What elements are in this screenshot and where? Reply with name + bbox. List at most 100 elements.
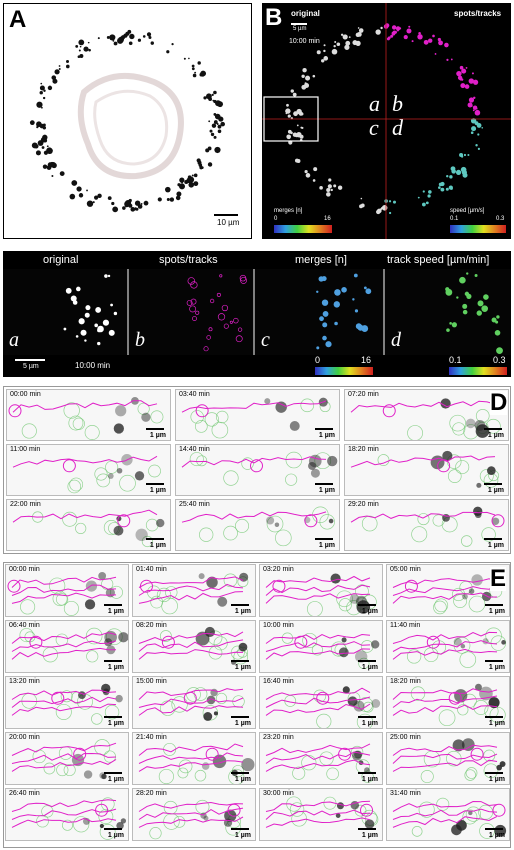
panel-e-frame-time: 10:00 min: [263, 622, 294, 629]
panel-e-frame-scalebar: [104, 772, 122, 774]
panel-e-frame-image: [11, 739, 117, 780]
panel-d-frame-image: [12, 509, 165, 548]
panel-e-frame-scalebar-label: 1 µm: [361, 664, 378, 671]
panel-d-frame: 18:20 min 1 µm: [344, 444, 509, 496]
panel-a-label: A: [9, 6, 27, 33]
panel-e-frame-scalebar: [104, 660, 122, 662]
panel-d-frame-image: [181, 451, 338, 486]
panel-e-frame-scalebar-label: 1 µm: [107, 832, 124, 839]
panel-e-frame: 13:20 min 1 µm: [5, 676, 129, 729]
panel-d-frame: 03:40 min 1 µm: [175, 389, 340, 441]
panel-e-frame-image: [265, 573, 377, 616]
panel-e-frame-image: [265, 743, 374, 783]
panel-c-speed-colorbar: [449, 367, 507, 375]
panel-e-frame-time: 20:00 min: [9, 734, 40, 741]
panel-e-frame-image: [265, 796, 379, 829]
panel-d-frame: 07:20 min 1 µm: [344, 389, 509, 441]
panel-c-letter-c: c: [261, 329, 270, 351]
panel-e-frame-image: [138, 742, 255, 784]
panel-d-frame-scalebar-label: 1 µm: [487, 487, 504, 494]
panel-e-frame-scalebar-label: 1 µm: [488, 608, 505, 615]
panel-e-frame-time: 18:20 min: [390, 678, 421, 685]
panel-d-frame: 00:00 min 1 µm: [6, 389, 171, 441]
panel-d-frame: 22:00 min 1 µm: [6, 499, 171, 551]
panel-e-frame-image: [138, 572, 249, 615]
panel-e-frame-image: [7, 571, 123, 616]
panel-d: 00:00 min 1 µm 03:40 min 1 µm 07:20 min 1 µm 1…: [3, 386, 511, 554]
panel-e-frame: 21:40 min 1 µm: [132, 732, 256, 785]
panel-e-frame-image: [392, 738, 506, 784]
panel-c-letter-a: a: [9, 329, 19, 351]
panel-b-original-title: original: [291, 9, 320, 18]
panel-e: 00:00 min 1 µm 01:40 min 1 µm 03:20 min 1 µm 0…: [3, 562, 511, 848]
panel-b-scalebar-label: 5 µm: [293, 26, 307, 32]
panel-e-frame-image: [392, 574, 503, 615]
panel-e-frame-scalebar-label: 1 µm: [488, 720, 505, 727]
panel-e-frame-time: 03:20 min: [263, 566, 294, 573]
panel-b-time: 10:00 min: [289, 38, 320, 45]
panel-b-merges-min: 0: [274, 216, 278, 222]
panel-c-scalebar-label: 5 µm: [23, 363, 39, 370]
panel-e-frame-scalebar-label: 1 µm: [234, 720, 251, 727]
panel-d-frame-time: 11:00 min: [10, 446, 41, 453]
panel-e-frame-scalebar-label: 1 µm: [361, 720, 378, 727]
panel-c-merges-min: 0: [315, 355, 321, 365]
panel-d-frame-time: 18:20 min: [348, 446, 379, 453]
panel-e-frame: 05:00 min 1 µm: [386, 564, 510, 617]
panel-c-letter-b: b: [135, 329, 145, 351]
panel-d-frame-scalebar: [484, 428, 502, 430]
panel-d-frame-scalebar-label: 1 µm: [149, 542, 166, 549]
panel-e-frame-scalebar: [485, 772, 503, 774]
panel-e-frame-scalebar-label: 1 µm: [234, 608, 251, 615]
panel-e-frame-time: 31:40 min: [390, 790, 421, 797]
panel-c-merges-colorbar: [315, 367, 373, 375]
panel-e-frame: 28:20 min 1 µm: [132, 788, 256, 841]
panel-e-frame: 00:00 min 1 µm: [5, 564, 129, 617]
panel-e-frame-scalebar: [104, 828, 122, 830]
panel-d-frame-time: 22:00 min: [10, 501, 41, 508]
panel-d-frame: 11:00 min 1 µm: [6, 444, 171, 496]
panel-d-frame-scalebar: [315, 428, 333, 430]
panel-e-frame-scalebar-label: 1 µm: [107, 664, 124, 671]
panel-e-frame-time: 13:20 min: [9, 678, 40, 685]
panel-e-frame-time: 15:00 min: [136, 678, 167, 685]
panel-e-frame: 10:00 min 1 µm: [259, 620, 383, 673]
panel-e-frame: 08:20 min 1 µm: [132, 620, 256, 673]
panel-b-spots-title: spots/tracks: [454, 9, 502, 18]
panel-c-letter-d: d: [391, 329, 401, 351]
panel-e-frame-scalebar-label: 1 µm: [107, 720, 124, 727]
panel-d-frame-scalebar: [484, 538, 502, 540]
panel-d-frame-scalebar-label: 1 µm: [149, 487, 166, 494]
panel-d-frame-time: 07:20 min: [348, 391, 379, 398]
panel-d-frame-scalebar-label: 1 µm: [318, 487, 335, 494]
panel-d-frame-scalebar: [146, 538, 164, 540]
panel-c-merges-max: 16: [361, 355, 372, 365]
panel-d-frame-scalebar-label: 1 µm: [487, 542, 504, 549]
panel-c-scalebar: [15, 359, 45, 361]
panel-d-frame-scalebar-label: 1 µm: [318, 432, 335, 439]
panel-e-frame-time: 26:40 min: [9, 790, 40, 797]
panel-c-header-speed: track speed [µm/min]: [387, 254, 490, 266]
panel-d-grid: 00:00 min 1 µm 03:40 min 1 µm 07:20 min 1 µm 1…: [4, 387, 510, 553]
panel-e-frame: 11:40 min 1 µm: [386, 620, 510, 673]
panel-e-frame-scalebar: [358, 660, 376, 662]
panel-d-label: D: [490, 389, 508, 416]
panel-e-frame-time: 06:40 min: [9, 622, 40, 629]
panel-e-frame-scalebar: [104, 604, 122, 606]
panel-d-frame-image: [12, 454, 161, 494]
panel-e-frame: 26:40 min 1 µm: [5, 788, 129, 841]
panel-d-frame-image: [181, 506, 335, 547]
panel-e-frame-time: 00:00 min: [9, 566, 40, 573]
panel-d-frame-image: [8, 396, 164, 440]
panel-e-frame-time: 21:40 min: [136, 734, 167, 741]
quadrant-a: a: [369, 91, 380, 116]
panel-e-frame-scalebar: [231, 772, 249, 774]
panel-e-frame: 06:40 min 1 µm: [5, 620, 129, 673]
panel-e-frame-scalebar-label: 1 µm: [488, 832, 505, 839]
panel-d-frame-time: 14:40 min: [179, 446, 210, 453]
panel-e-frame-scalebar: [104, 716, 122, 718]
panel-e-frame-image: [392, 683, 506, 727]
panel-c-header-merges: merges [n]: [295, 254, 347, 266]
panel-e-frame-image: [392, 797, 507, 839]
panel-e-frame-scalebar: [231, 604, 249, 606]
